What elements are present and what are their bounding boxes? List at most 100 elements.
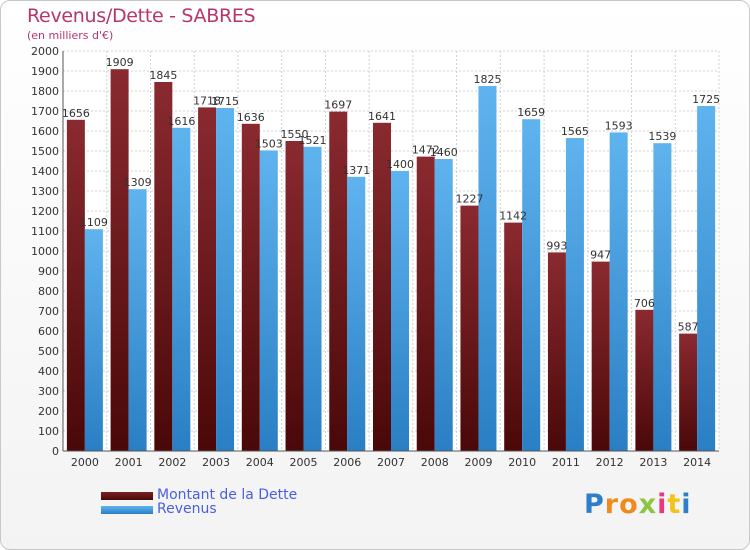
x-tick-label: 2000 bbox=[71, 456, 99, 469]
bar-revenus-2009 bbox=[478, 86, 497, 451]
data-label-revenus-2011: 1565 bbox=[561, 125, 589, 138]
data-label-revenus-2008: 1460 bbox=[430, 146, 458, 159]
data-label-revenus-2003: 1715 bbox=[211, 95, 239, 108]
y-tick-label: 1600 bbox=[31, 125, 59, 138]
bar-dette-2009 bbox=[460, 205, 479, 451]
bar-revenus-2000 bbox=[84, 229, 103, 451]
data-label-revenus-2007: 1400 bbox=[386, 158, 414, 171]
x-tick-label: 2012 bbox=[596, 456, 624, 469]
bar-dette-2013 bbox=[635, 309, 654, 451]
bar-dette-2012 bbox=[591, 261, 610, 451]
bar-dette-2008 bbox=[416, 156, 435, 451]
data-label-dette-2001: 1909 bbox=[106, 56, 134, 69]
legend-label-dette: Montant de la Dette bbox=[157, 487, 298, 503]
data-label-revenus-2013: 1539 bbox=[648, 130, 676, 143]
x-tick-label: 2009 bbox=[464, 456, 492, 469]
proxiti-logo: Proxiti bbox=[584, 489, 692, 520]
bar-dette-2000 bbox=[66, 119, 85, 452]
y-tick-label: 2000 bbox=[31, 45, 59, 58]
data-label-revenus-2009: 1825 bbox=[473, 73, 501, 86]
x-tick-label: 2014 bbox=[683, 456, 711, 469]
y-tick-label: 900 bbox=[38, 265, 59, 278]
y-tick-label: 1200 bbox=[31, 205, 59, 218]
bar-revenus-2011 bbox=[565, 138, 584, 451]
bar-dette-2010 bbox=[504, 222, 523, 451]
bar-dette-2003 bbox=[198, 107, 217, 452]
data-label-dette-2003: 1718 bbox=[193, 94, 221, 107]
y-tick-label: 1000 bbox=[31, 245, 59, 258]
bar-dette-2014 bbox=[679, 333, 698, 451]
x-tick-label: 2002 bbox=[158, 456, 186, 469]
data-label-dette-2006: 1697 bbox=[324, 99, 352, 112]
bar-revenus-2002 bbox=[172, 127, 191, 452]
bar-dette-2004 bbox=[241, 123, 260, 452]
bar-revenus-2005 bbox=[303, 146, 322, 452]
x-tick-label: 2011 bbox=[552, 456, 580, 469]
x-tick-label: 2005 bbox=[290, 456, 318, 469]
x-tick-label: 2003 bbox=[202, 456, 230, 469]
data-label-dette-2010: 1142 bbox=[499, 210, 527, 223]
data-label-revenus-2001: 1309 bbox=[124, 176, 152, 189]
bar-revenus-2001 bbox=[128, 189, 147, 451]
logo-letter: t bbox=[667, 489, 682, 520]
y-tick-label: 1800 bbox=[31, 85, 59, 98]
bar-dette-2001 bbox=[110, 69, 129, 451]
data-label-revenus-2014: 1725 bbox=[692, 93, 720, 106]
bar-revenus-2012 bbox=[609, 132, 628, 451]
data-label-dette-2007: 1641 bbox=[368, 110, 396, 123]
data-label-revenus-2010: 1659 bbox=[517, 106, 545, 119]
y-tick-label: 1300 bbox=[31, 185, 59, 198]
data-label-dette-2012: 947 bbox=[590, 249, 611, 262]
data-label-revenus-2005: 1521 bbox=[299, 134, 327, 147]
y-tick-label: 1700 bbox=[31, 105, 59, 118]
bar-dette-2007 bbox=[373, 122, 391, 452]
y-tick-label: 800 bbox=[38, 285, 59, 298]
data-label-dette-2002: 1845 bbox=[149, 69, 177, 82]
legend-label-revenus: Revenus bbox=[157, 501, 217, 517]
data-label-dette-2008: 1472 bbox=[412, 144, 440, 157]
legend-swatch-dette bbox=[101, 492, 153, 500]
logo-letter: P bbox=[584, 489, 605, 520]
legend-item-dette: Montant de la Dette bbox=[101, 487, 361, 503]
x-tick-label: 2013 bbox=[639, 456, 667, 469]
y-tick-label: 500 bbox=[38, 345, 59, 358]
logo-letter: i bbox=[657, 489, 668, 520]
y-tick-label: 300 bbox=[38, 385, 59, 398]
y-tick-label: 0 bbox=[52, 445, 59, 458]
y-tick-label: 1500 bbox=[31, 145, 59, 158]
x-tick-label: 2001 bbox=[115, 456, 143, 469]
data-label-dette-2005: 1550 bbox=[281, 128, 309, 141]
bar-revenus-2006 bbox=[347, 176, 366, 452]
bar-revenus-2010 bbox=[522, 119, 541, 451]
data-label-dette-2011: 993 bbox=[546, 239, 567, 252]
data-label-revenus-2012: 1593 bbox=[605, 119, 633, 132]
bar-dette-2002 bbox=[154, 82, 173, 451]
y-tick-label: 700 bbox=[38, 305, 59, 318]
x-tick-label: 2007 bbox=[377, 456, 405, 469]
y-tick-label: 1100 bbox=[31, 225, 59, 238]
x-tick-label: 2008 bbox=[421, 456, 449, 469]
x-tick-label: 2004 bbox=[246, 456, 274, 469]
bar-dette-2006 bbox=[329, 111, 348, 451]
y-tick-label: 600 bbox=[38, 325, 59, 338]
bar-dette-2011 bbox=[547, 252, 566, 451]
data-label-dette-2000: 1656 bbox=[62, 107, 90, 120]
logo-letter: i bbox=[681, 489, 692, 520]
data-label-revenus-2002: 1616 bbox=[167, 115, 195, 128]
bar-revenus-2003 bbox=[216, 108, 235, 451]
legend-item-revenus: Revenus bbox=[101, 501, 361, 517]
data-label-revenus-2000: 1109 bbox=[80, 216, 108, 229]
data-label-dette-2014: 587 bbox=[678, 321, 699, 334]
bar-revenus-2008 bbox=[434, 159, 453, 451]
data-label-revenus-2004: 1503 bbox=[255, 137, 283, 150]
x-tick-label: 2010 bbox=[508, 456, 536, 469]
legend-swatch-revenus bbox=[101, 506, 153, 514]
bar-dette-2005 bbox=[285, 141, 304, 451]
y-tick-label: 1400 bbox=[31, 165, 59, 178]
y-tick-label: 200 bbox=[38, 405, 59, 418]
logo-letter: o bbox=[619, 489, 639, 520]
y-tick-label: 400 bbox=[38, 365, 59, 378]
y-tick-label: 100 bbox=[38, 425, 59, 438]
